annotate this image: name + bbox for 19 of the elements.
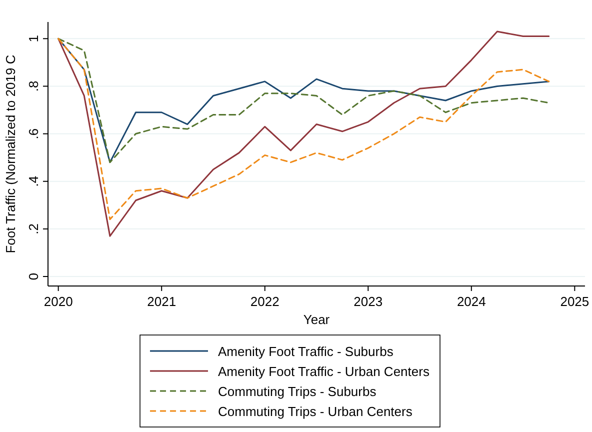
y-tick-label: 0 xyxy=(26,272,41,280)
x-tick-label: 2025 xyxy=(560,294,590,309)
x-tick-label: 2022 xyxy=(250,294,280,309)
legend-label: Amenity Foot Traffic - Suburbs xyxy=(218,344,394,359)
y-tick-label: 1 xyxy=(26,35,41,42)
y-tick-label: .8 xyxy=(26,80,41,92)
legend-label: Commuting Trips - Suburbs xyxy=(218,384,377,399)
x-axis-title: Year xyxy=(303,312,330,327)
line-series xyxy=(58,38,550,164)
y-tick-label: .6 xyxy=(26,128,41,140)
x-tick-label: 2020 xyxy=(44,294,73,309)
y-tick-label: .4 xyxy=(26,176,41,187)
y-tick-label: .2 xyxy=(26,223,41,234)
x-tick-label: 2023 xyxy=(354,294,383,309)
y-axis-title: Foot Traffic (Normalized to 2019 C xyxy=(3,54,18,254)
x-tick-label: 2021 xyxy=(147,294,176,309)
x-tick-label: 2024 xyxy=(456,294,486,309)
legend-label: Amenity Foot Traffic - Urban Centers xyxy=(218,364,430,379)
legend-label: Commuting Trips - Urban Centers xyxy=(218,404,413,419)
